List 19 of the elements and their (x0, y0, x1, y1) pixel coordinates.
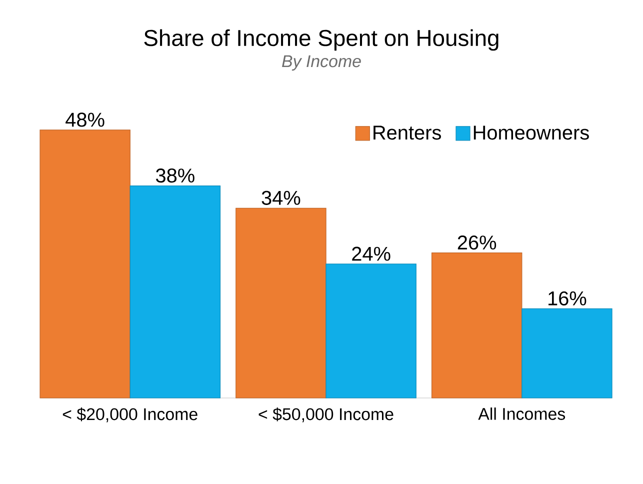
bar (40, 130, 130, 398)
data-label: 38% (156, 168, 194, 183)
bar (431, 252, 522, 398)
data-label: 34% (262, 190, 300, 205)
data-label: 24% (352, 246, 390, 261)
legend-label: Homeowners (474, 126, 589, 140)
x-tick-label: < $20,000 Income (62, 408, 198, 422)
legend-label: Renters (374, 126, 441, 140)
data-label: 16% (548, 291, 586, 306)
x-tick-label: All Incomes (478, 408, 566, 420)
bar (522, 308, 612, 398)
bar (130, 186, 221, 398)
x-tick-label: < $50,000 Income (258, 408, 394, 422)
chart-title: Share of Income Spent on Housing (144, 29, 498, 51)
chart-subtitle: By Income (282, 55, 361, 71)
bar (236, 208, 326, 398)
data-label: 26% (458, 236, 496, 250)
data-label: 48% (66, 112, 104, 127)
bar (326, 264, 416, 398)
